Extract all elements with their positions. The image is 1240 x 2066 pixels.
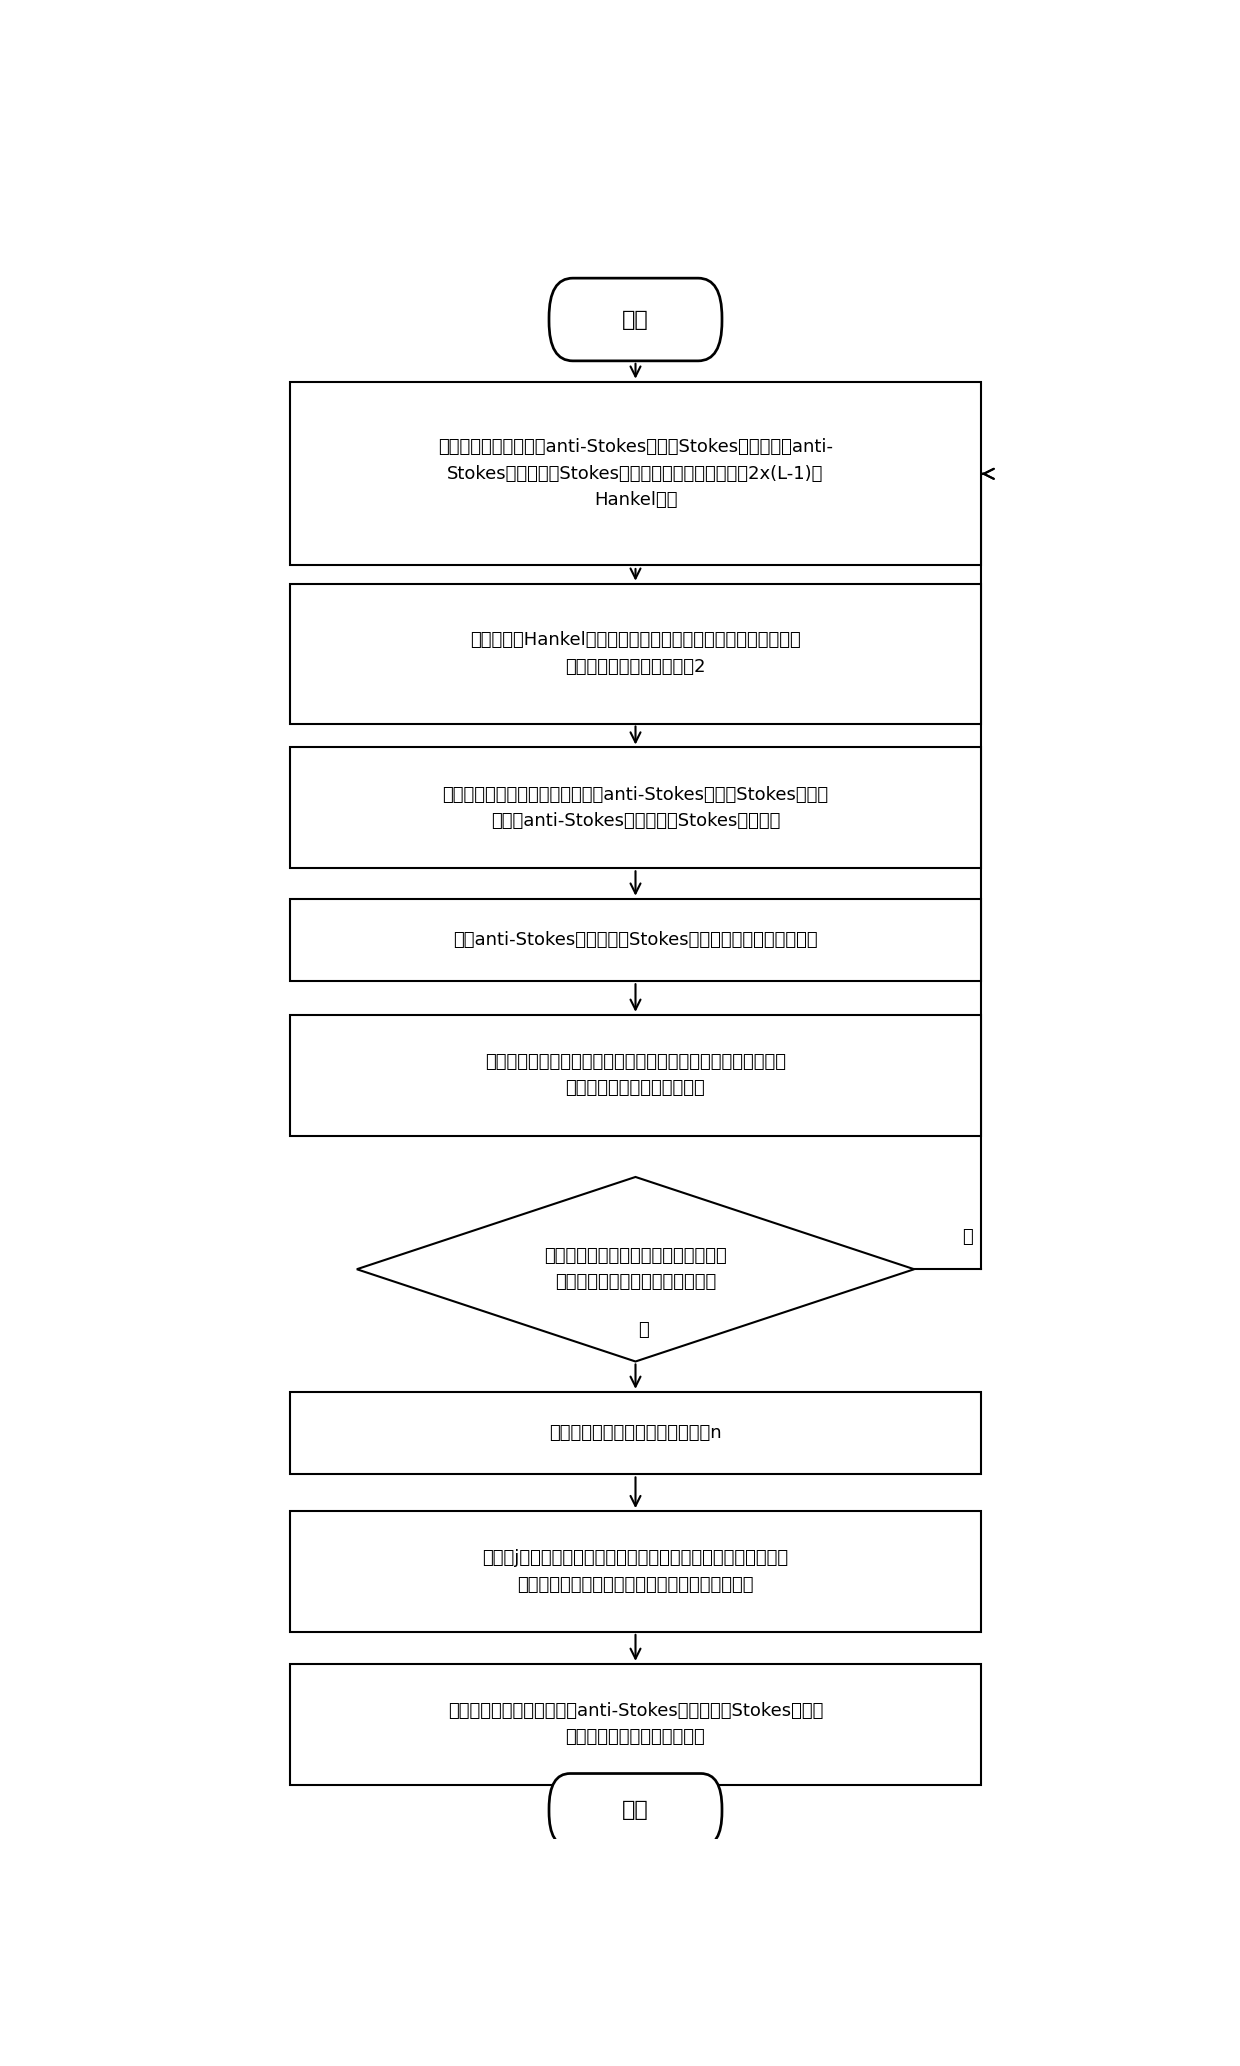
FancyBboxPatch shape xyxy=(290,1392,982,1475)
Polygon shape xyxy=(357,1178,914,1361)
FancyBboxPatch shape xyxy=(290,1510,982,1632)
Text: 当前迭代次数下的三项指标是否均大于
以往所有迭代次数下的三项指标？: 当前迭代次数下的三项指标是否均大于 以往所有迭代次数下的三项指标？ xyxy=(544,1248,727,1291)
FancyBboxPatch shape xyxy=(549,279,722,362)
Text: 当前迭代次数标记为最大迭代次数n: 当前迭代次数标记为最大迭代次数n xyxy=(549,1423,722,1442)
Text: 从两个降噪后的矩阵中，重新获取anti-Stokes数据和Stokes数据，
标记为anti-Stokes降噪数据和Stokes降噪数据: 从两个降噪后的矩阵中，重新获取anti-Stokes数据和Stokes数据， 标… xyxy=(443,785,828,831)
Text: 采集光纤测温系统中的anti-Stokes信号和Stokes信号，获取anti-
Stokes原始数据和Stokes原始数据，分别构造成一个2x(L-1)维
H: 采集光纤测温系统中的anti-Stokes信号和Stokes信号，获取anti-… xyxy=(438,438,833,508)
FancyBboxPatch shape xyxy=(290,899,982,981)
Text: 分别将两个Hankel矩阵进行奇异值分解并重构，形成两个降噪后
的矩阵，详细步骤见流程图2: 分别将两个Hankel矩阵进行奇异值分解并重构，形成两个降噪后 的矩阵，详细步骤… xyxy=(470,632,801,676)
FancyBboxPatch shape xyxy=(290,748,982,868)
Text: 开始: 开始 xyxy=(622,310,649,328)
Text: 否: 否 xyxy=(962,1229,972,1246)
Text: 根据anti-Stokes降噪数据和Stokes降噪数据获取温度测量结果: 根据anti-Stokes降噪数据和Stokes降噪数据获取温度测量结果 xyxy=(453,932,818,948)
FancyBboxPatch shape xyxy=(549,1773,722,1847)
Text: 计算第j次迭代的结果质量系数，获取最大的结果质量系数，最大
的结果质量系数对应的迭代次数为最佳的迭代次数: 计算第j次迭代的结果质量系数，获取最大的结果质量系数，最大 的结果质量系数对应的… xyxy=(482,1550,789,1593)
FancyBboxPatch shape xyxy=(290,1014,982,1136)
Text: 获取最佳迭代次数下得到的anti-Stokes降噪数据和Stokes降噪数
据，作为降噪效果最佳的信号: 获取最佳迭代次数下得到的anti-Stokes降噪数据和Stokes降噪数 据，… xyxy=(448,1702,823,1746)
FancyBboxPatch shape xyxy=(290,382,982,566)
FancyBboxPatch shape xyxy=(290,583,982,723)
Text: 结束: 结束 xyxy=(622,1799,649,1820)
FancyBboxPatch shape xyxy=(290,1663,982,1785)
Text: 是: 是 xyxy=(637,1320,649,1339)
Text: 根据温度测量结果计算温度测量的三项指标，所述三项指标为最
大偏差、均方根误差和平滑度: 根据温度测量结果计算温度测量的三项指标，所述三项指标为最 大偏差、均方根误差和平… xyxy=(485,1054,786,1097)
